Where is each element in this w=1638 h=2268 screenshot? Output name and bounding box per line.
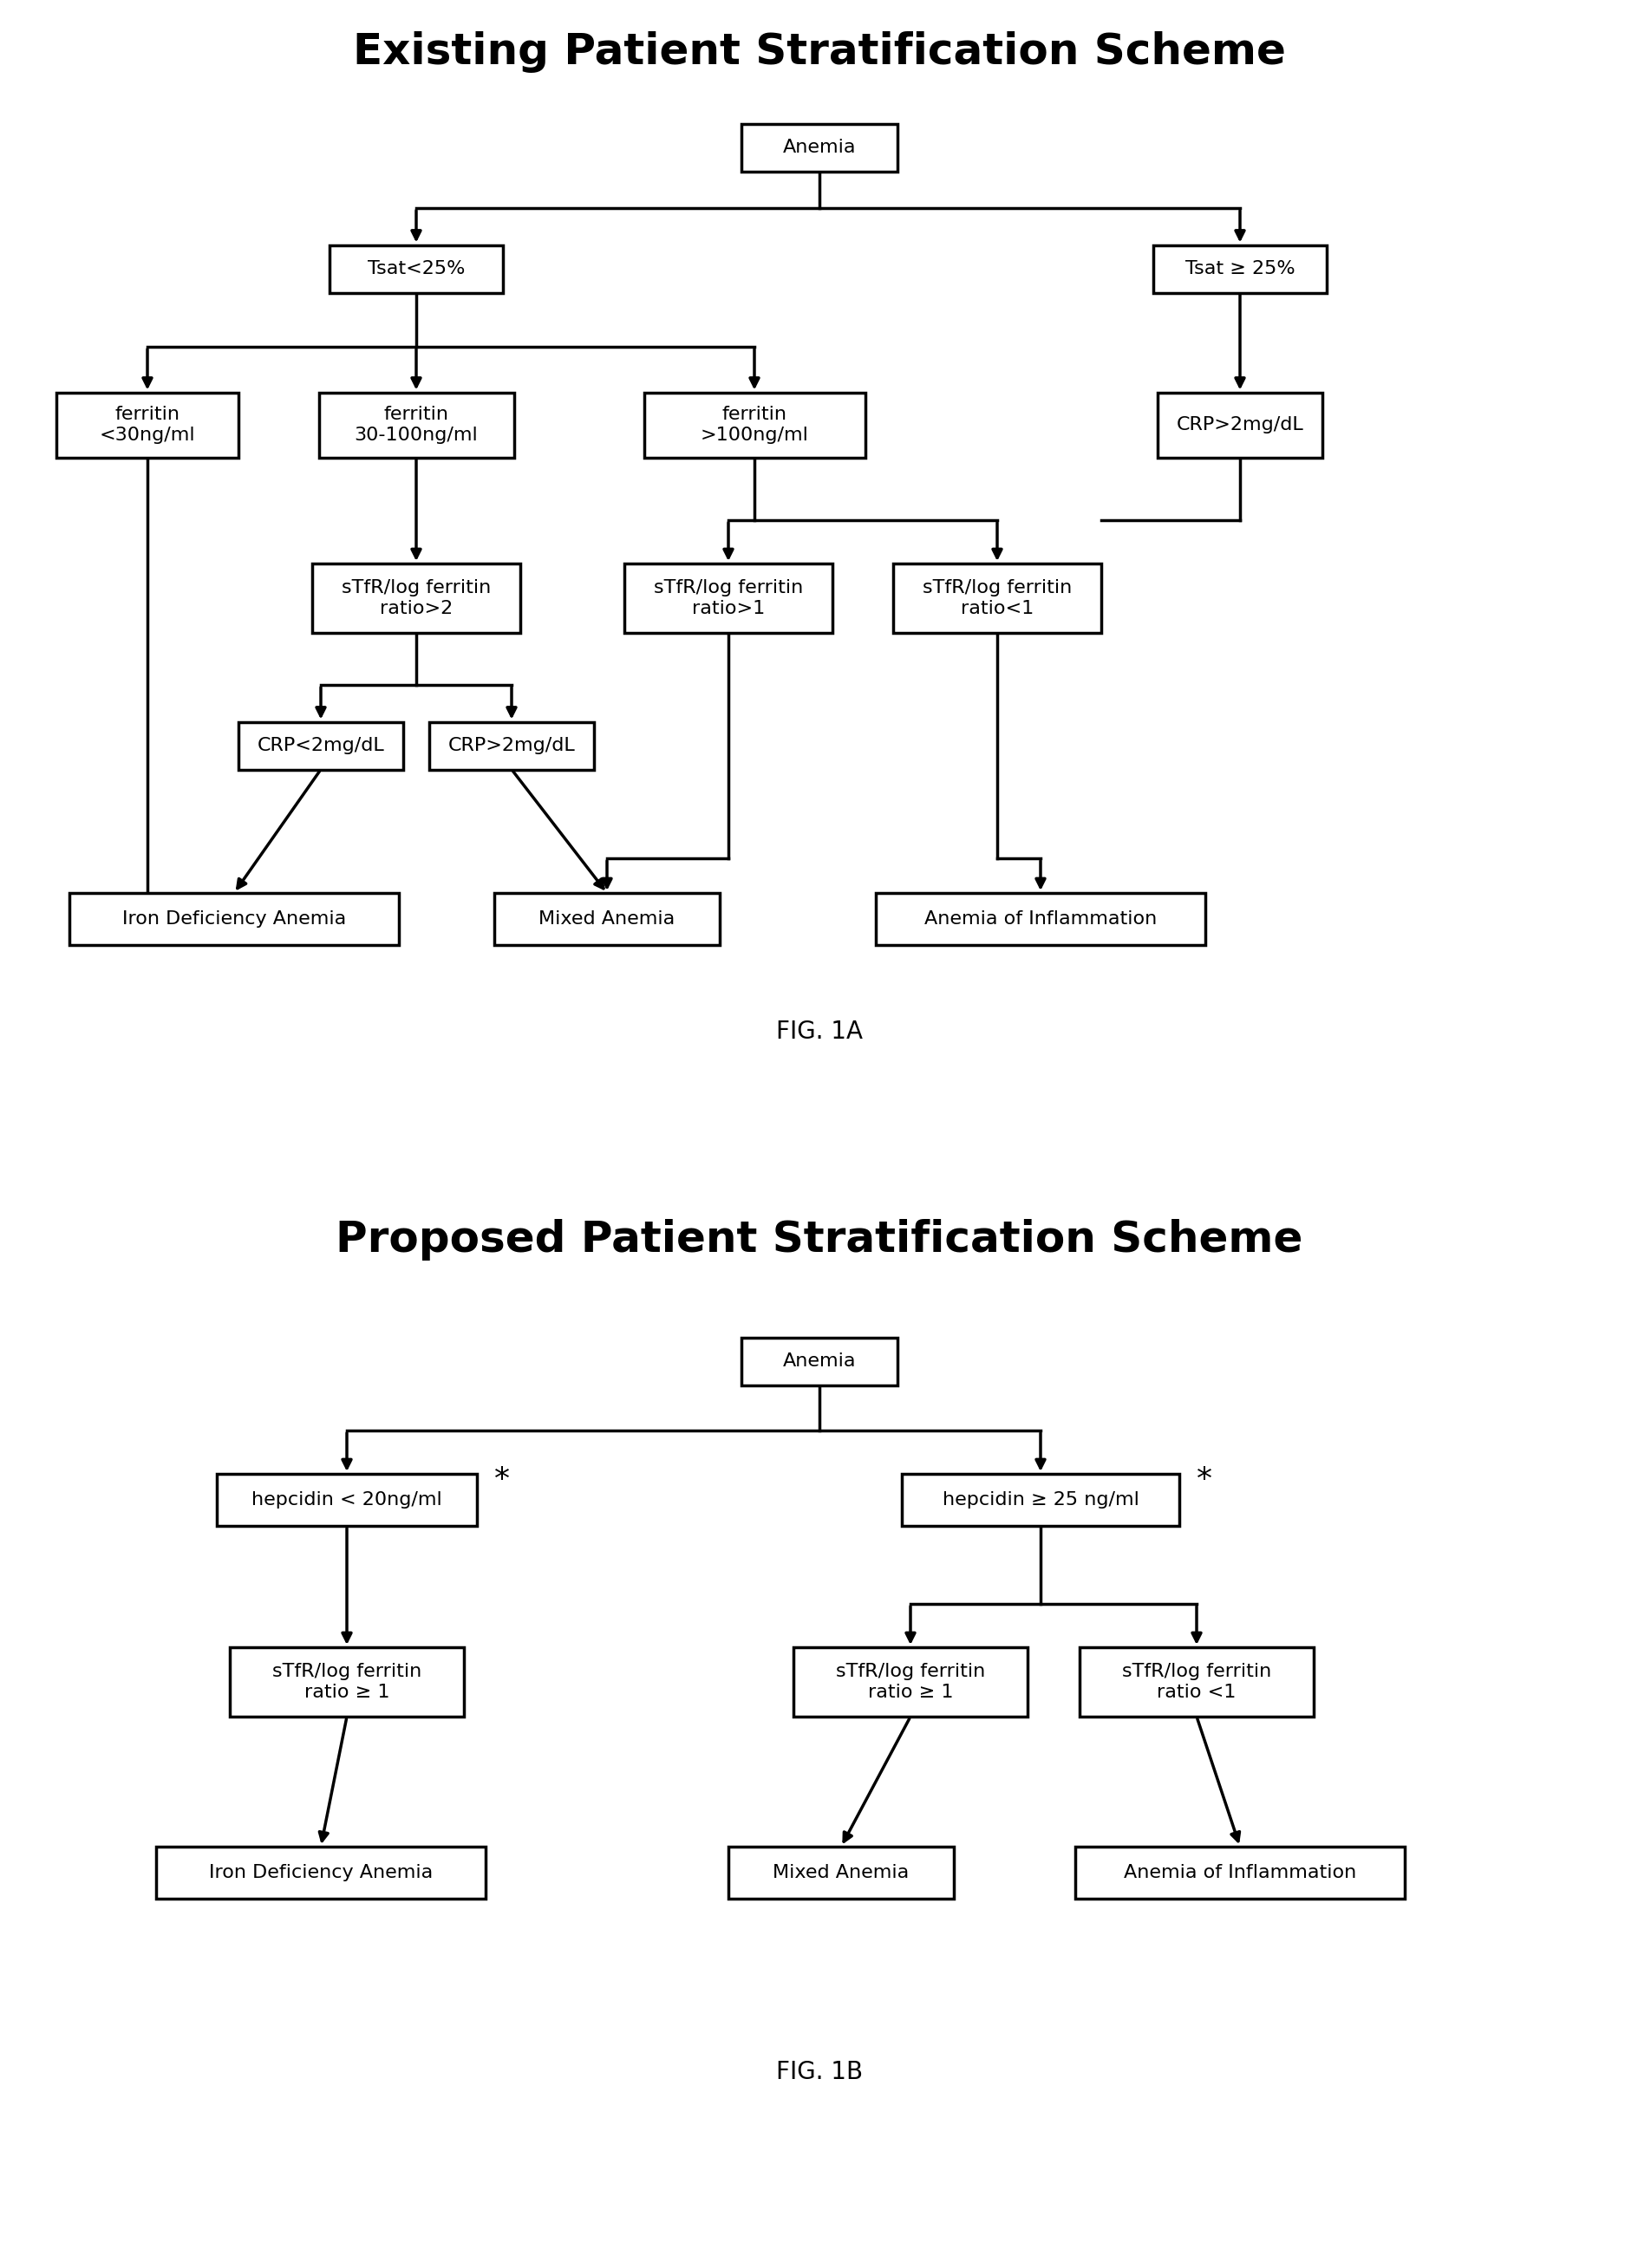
Text: hepcidin < 20ng/ml: hepcidin < 20ng/ml	[252, 1490, 442, 1508]
Text: sTfR/log ferritin
ratio<1: sTfR/log ferritin ratio<1	[922, 581, 1071, 617]
Text: sTfR/log ferritin
ratio ≥ 1: sTfR/log ferritin ratio ≥ 1	[835, 1662, 984, 1701]
Bar	[56, 392, 239, 458]
Text: CRP<2mg/dL: CRP<2mg/dL	[257, 737, 385, 755]
Bar	[216, 1474, 477, 1526]
Bar	[1153, 245, 1327, 293]
Bar	[156, 1846, 485, 1898]
Bar	[69, 894, 398, 946]
Bar	[740, 122, 898, 170]
Bar	[893, 562, 1101, 633]
Bar	[1075, 1846, 1404, 1898]
Text: Iron Deficiency Anemia: Iron Deficiency Anemia	[123, 909, 346, 928]
Bar	[901, 1474, 1179, 1526]
Bar	[311, 562, 519, 633]
Text: ferritin
>100ng/ml: ferritin >100ng/ml	[699, 406, 808, 445]
Text: sTfR/log ferritin
ratio ≥ 1: sTfR/log ferritin ratio ≥ 1	[272, 1662, 421, 1701]
Text: *: *	[495, 1465, 509, 1495]
Text: FIG. 1B: FIG. 1B	[776, 2059, 862, 2084]
Text: Tsat<25%: Tsat<25%	[367, 261, 465, 277]
Bar	[318, 392, 513, 458]
Text: Anemia: Anemia	[783, 1352, 855, 1370]
Text: Proposed Patient Stratification Scheme: Proposed Patient Stratification Scheme	[336, 1218, 1302, 1261]
Text: FIG. 1A: FIG. 1A	[776, 1021, 862, 1043]
Bar	[644, 392, 865, 458]
Text: sTfR/log ferritin
ratio <1: sTfR/log ferritin ratio <1	[1122, 1662, 1271, 1701]
Text: Existing Patient Stratification Scheme: Existing Patient Stratification Scheme	[352, 32, 1286, 73]
Text: Tsat ≥ 25%: Tsat ≥ 25%	[1184, 261, 1294, 277]
Text: hepcidin ≥ 25 ng/ml: hepcidin ≥ 25 ng/ml	[942, 1490, 1138, 1508]
Text: *: *	[1196, 1465, 1212, 1495]
Text: sTfR/log ferritin
ratio>2: sTfR/log ferritin ratio>2	[341, 581, 491, 617]
Text: ferritin
30-100ng/ml: ferritin 30-100ng/ml	[354, 406, 478, 445]
Bar	[875, 894, 1204, 946]
Text: Mixed Anemia: Mixed Anemia	[773, 1864, 909, 1882]
Text: ferritin
<30ng/ml: ferritin <30ng/ml	[100, 406, 195, 445]
Bar	[495, 894, 719, 946]
Bar	[329, 245, 503, 293]
Text: Anemia of Inflammation: Anemia of Inflammation	[924, 909, 1156, 928]
Text: Anemia of Inflammation: Anemia of Inflammation	[1124, 1864, 1356, 1882]
Text: Iron Deficiency Anemia: Iron Deficiency Anemia	[208, 1864, 432, 1882]
Bar	[1079, 1647, 1314, 1717]
Bar	[239, 721, 403, 769]
Text: CRP>2mg/dL: CRP>2mg/dL	[1176, 415, 1302, 433]
Bar	[624, 562, 832, 633]
Bar	[229, 1647, 464, 1717]
Bar	[740, 1338, 898, 1386]
Bar	[727, 1846, 953, 1898]
Text: CRP>2mg/dL: CRP>2mg/dL	[447, 737, 575, 755]
Text: sTfR/log ferritin
ratio>1: sTfR/log ferritin ratio>1	[654, 581, 803, 617]
Bar	[793, 1647, 1027, 1717]
Text: Anemia: Anemia	[783, 138, 855, 156]
Bar	[429, 721, 593, 769]
Bar	[1156, 392, 1322, 458]
Text: Mixed Anemia: Mixed Anemia	[539, 909, 675, 928]
